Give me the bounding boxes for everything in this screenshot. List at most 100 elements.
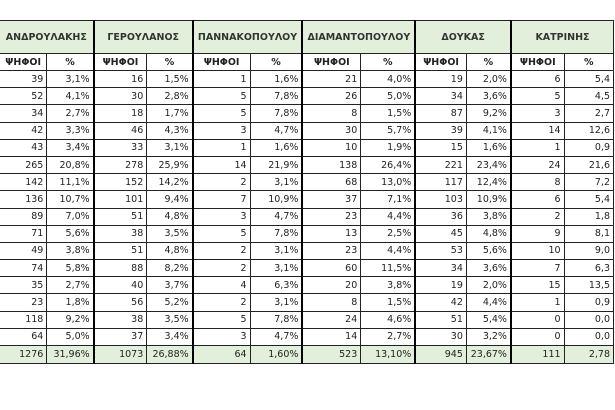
votes-cell[interactable]: 14: [301, 327, 362, 347]
percent-cell[interactable]: 3,7%: [146, 276, 194, 295]
votes-cell[interactable]: 3: [191, 121, 251, 140]
votes-cell[interactable]: 101: [92, 190, 148, 209]
percent-cell[interactable]: 6,3%: [249, 276, 303, 295]
votes-cell[interactable]: 1: [191, 138, 251, 157]
votes-cell[interactable]: 152: [92, 173, 148, 192]
votes-cell[interactable]: 0: [509, 310, 565, 329]
votes-cell[interactable]: 20: [301, 276, 362, 295]
votes-cell[interactable]: 30: [92, 87, 148, 106]
total-votes-cell[interactable]: 64: [191, 345, 251, 364]
percent-cell[interactable]: 3,6%: [465, 87, 512, 106]
percent-cell[interactable]: 1,6%: [249, 69, 303, 89]
votes-cell[interactable]: 19: [414, 69, 467, 89]
percent-cell[interactable]: 8,1: [563, 224, 615, 243]
percent-cell[interactable]: 3,4%: [46, 138, 95, 157]
votes-cell[interactable]: 49: [0, 241, 48, 261]
votes-cell[interactable]: 37: [92, 327, 148, 347]
percent-cell[interactable]: 5,0%: [46, 327, 95, 347]
percent-cell[interactable]: 3,8%: [360, 276, 416, 295]
percent-cell[interactable]: 4,7%: [249, 121, 303, 140]
votes-cell[interactable]: 51: [92, 207, 148, 226]
percent-cell[interactable]: 4,6%: [360, 310, 416, 329]
total-votes-cell[interactable]: 1073: [92, 345, 148, 364]
votes-cell[interactable]: 13: [301, 224, 362, 243]
percent-cell[interactable]: 2,7: [563, 104, 615, 123]
percent-cell[interactable]: 13,5: [563, 276, 615, 295]
percent-cell[interactable]: 7,2: [563, 173, 615, 192]
percent-cell[interactable]: 1,5%: [360, 293, 416, 312]
total-percent-cell[interactable]: 1,60%: [249, 345, 303, 364]
percent-cell[interactable]: 1,6%: [249, 138, 303, 157]
percent-cell[interactable]: 4,5: [563, 87, 615, 106]
percent-cell[interactable]: 7,8%: [249, 87, 303, 106]
votes-cell[interactable]: 138: [301, 155, 362, 175]
votes-cell[interactable]: 4: [191, 276, 251, 295]
votes-cell[interactable]: 87: [414, 104, 467, 123]
percent-cell[interactable]: 5,4: [563, 69, 615, 89]
percent-cell[interactable]: 4,8%: [465, 224, 512, 243]
percent-cell[interactable]: 0,9: [563, 293, 615, 312]
percent-cell[interactable]: 1,8: [563, 207, 615, 226]
percent-cell[interactable]: 5,4%: [465, 310, 512, 329]
votes-cell[interactable]: 42: [414, 293, 467, 312]
votes-cell[interactable]: 53: [414, 241, 467, 261]
percent-cell[interactable]: 3,1%: [46, 69, 95, 89]
percent-cell[interactable]: 2,7%: [360, 327, 416, 347]
votes-cell[interactable]: 71: [0, 224, 48, 243]
percent-cell[interactable]: 2,5%: [360, 224, 416, 243]
percent-cell[interactable]: 4,7%: [249, 327, 303, 347]
votes-cell[interactable]: 1: [191, 69, 251, 89]
votes-cell[interactable]: 51: [92, 241, 148, 261]
percent-cell[interactable]: 3,1%: [249, 259, 303, 278]
votes-cell[interactable]: 8: [301, 104, 362, 123]
votes-cell[interactable]: 21: [301, 69, 362, 89]
votes-cell[interactable]: 16: [92, 69, 148, 89]
votes-cell[interactable]: 10: [301, 138, 362, 157]
percent-cell[interactable]: 21,6: [563, 155, 615, 175]
votes-cell[interactable]: 23: [301, 207, 362, 226]
votes-cell[interactable]: 23: [0, 293, 48, 312]
percent-cell[interactable]: 5,7%: [360, 121, 416, 140]
percent-cell[interactable]: 2,7%: [46, 276, 95, 295]
percent-cell[interactable]: 2,0%: [465, 276, 512, 295]
percent-cell[interactable]: 9,2%: [46, 310, 95, 329]
percent-cell[interactable]: 0,9: [563, 138, 615, 157]
votes-cell[interactable]: 68: [301, 173, 362, 192]
votes-cell[interactable]: 5: [191, 310, 251, 329]
votes-cell[interactable]: 56: [92, 293, 148, 312]
votes-cell[interactable]: 8: [301, 293, 362, 312]
percent-cell[interactable]: 4,4%: [465, 293, 512, 312]
votes-cell[interactable]: 19: [414, 276, 467, 295]
votes-cell[interactable]: 38: [92, 310, 148, 329]
votes-cell[interactable]: 30: [301, 121, 362, 140]
percent-cell[interactable]: 4,0%: [360, 69, 416, 89]
votes-cell[interactable]: 103: [414, 190, 467, 209]
percent-cell[interactable]: 1,5%: [360, 104, 416, 123]
votes-cell[interactable]: 52: [0, 87, 48, 106]
percent-cell[interactable]: 14,2%: [146, 173, 194, 192]
percent-cell[interactable]: 5,6%: [46, 224, 95, 243]
votes-cell[interactable]: 18: [92, 104, 148, 123]
votes-cell[interactable]: 64: [0, 327, 48, 347]
percent-cell[interactable]: 3,1%: [146, 138, 194, 157]
votes-cell[interactable]: 34: [414, 259, 467, 278]
votes-cell[interactable]: 5: [191, 87, 251, 106]
percent-cell[interactable]: 25,9%: [146, 155, 194, 175]
percent-cell[interactable]: 0,0: [563, 327, 615, 347]
total-percent-cell[interactable]: 31,96%: [46, 345, 95, 364]
total-votes-cell[interactable]: 523: [301, 345, 362, 364]
percent-cell[interactable]: 4,1%: [46, 87, 95, 106]
percent-cell[interactable]: 4,4%: [360, 207, 416, 226]
votes-cell[interactable]: 34: [0, 104, 48, 123]
votes-cell[interactable]: 30: [414, 327, 467, 347]
percent-cell[interactable]: 11,1%: [46, 173, 95, 192]
total-votes-cell[interactable]: 1276: [0, 345, 48, 364]
votes-cell[interactable]: 5: [191, 104, 251, 123]
percent-cell[interactable]: 1,7%: [146, 104, 194, 123]
votes-cell[interactable]: 14: [191, 155, 251, 175]
percent-cell[interactable]: 11,5%: [360, 259, 416, 278]
percent-cell[interactable]: 4,8%: [146, 241, 194, 261]
votes-cell[interactable]: 2: [191, 293, 251, 312]
votes-cell[interactable]: 1: [509, 138, 565, 157]
percent-cell[interactable]: 3,1%: [249, 241, 303, 261]
